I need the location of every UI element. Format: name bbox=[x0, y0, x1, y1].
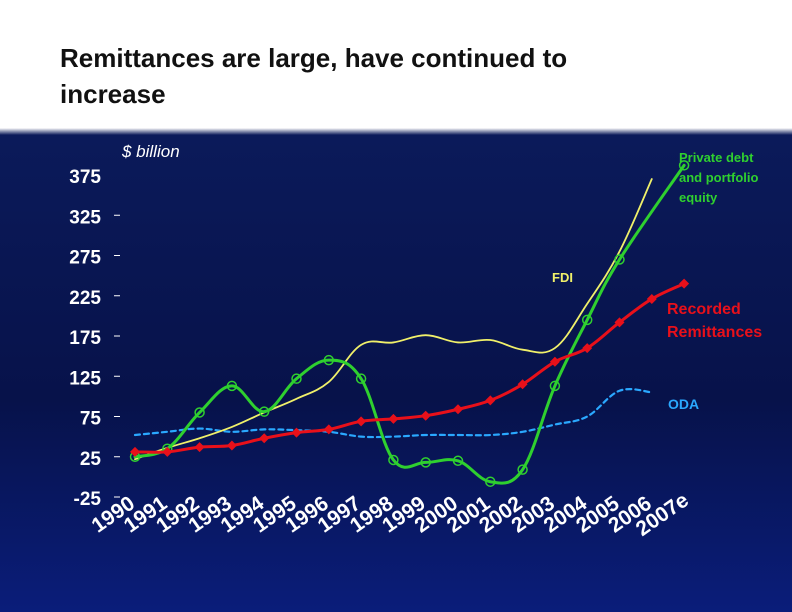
title-line-1: Remittances are large, have continued to bbox=[60, 43, 568, 73]
remittances-point bbox=[679, 278, 690, 289]
fdi-line bbox=[134, 178, 653, 461]
remittances-point bbox=[517, 379, 528, 390]
oda-annotation: ODA bbox=[668, 396, 699, 412]
private-debt-line bbox=[133, 163, 686, 485]
private-debt-point bbox=[517, 464, 528, 475]
private-debt-point bbox=[678, 160, 690, 171]
private-debt-annotation: and portfolio bbox=[679, 170, 758, 185]
remittances-annotation: Recorded bbox=[667, 301, 741, 318]
remittances-line bbox=[133, 282, 686, 454]
remittances-point bbox=[226, 440, 237, 451]
y-tick-label: 25 bbox=[80, 449, 102, 470]
y-tick-label: 75 bbox=[80, 409, 102, 430]
y-unit-label: $ billion bbox=[122, 142, 180, 161]
remittances-annotation: Remittances bbox=[667, 324, 762, 341]
remittances-point bbox=[194, 442, 205, 453]
remittances-point bbox=[259, 433, 270, 444]
oda-line bbox=[133, 388, 653, 439]
remittances-point bbox=[388, 413, 399, 424]
private-debt-point bbox=[291, 373, 302, 384]
y-tick-label: 375 bbox=[69, 167, 101, 188]
y-tick-label: 325 bbox=[69, 207, 101, 228]
private-debt-point bbox=[355, 373, 367, 384]
private-debt-point bbox=[420, 457, 431, 468]
private-debt-point bbox=[549, 380, 561, 392]
remittances-point bbox=[323, 424, 334, 435]
remittances-point bbox=[162, 446, 173, 457]
page-title: Remittances are large, have continued to… bbox=[60, 40, 740, 112]
remittances-point bbox=[582, 343, 593, 354]
private-debt-point bbox=[452, 455, 464, 467]
y-tick-label: 225 bbox=[69, 288, 101, 309]
private-debt-point bbox=[258, 406, 270, 417]
remittances-point bbox=[646, 293, 657, 304]
fdi-annotation: FDI bbox=[552, 270, 573, 285]
y-tick-label: -25 bbox=[74, 489, 102, 510]
remittances-point bbox=[485, 395, 496, 406]
remittances-point bbox=[291, 427, 302, 438]
private-debt-annotation: equity bbox=[679, 190, 718, 205]
remittances-point bbox=[614, 317, 625, 328]
private-debt-annotation: Private debt bbox=[679, 150, 754, 165]
y-tick-label: 275 bbox=[69, 248, 101, 269]
y-tick-label: 175 bbox=[69, 328, 101, 349]
private-debt-point bbox=[194, 407, 205, 418]
y-tick-label: 125 bbox=[69, 368, 101, 389]
remittances-point bbox=[356, 416, 367, 427]
remittances-point bbox=[453, 404, 463, 415]
remittances-point bbox=[130, 446, 140, 457]
private-debt-point bbox=[581, 314, 593, 326]
private-debt-point bbox=[485, 476, 496, 487]
private-debt-point bbox=[323, 354, 335, 366]
private-debt-point bbox=[226, 380, 238, 392]
remittances-point bbox=[549, 356, 560, 367]
private-debt-point bbox=[614, 254, 625, 265]
remittances-point bbox=[420, 410, 431, 421]
private-debt-point bbox=[388, 454, 399, 466]
title-line-2: increase bbox=[60, 79, 166, 109]
